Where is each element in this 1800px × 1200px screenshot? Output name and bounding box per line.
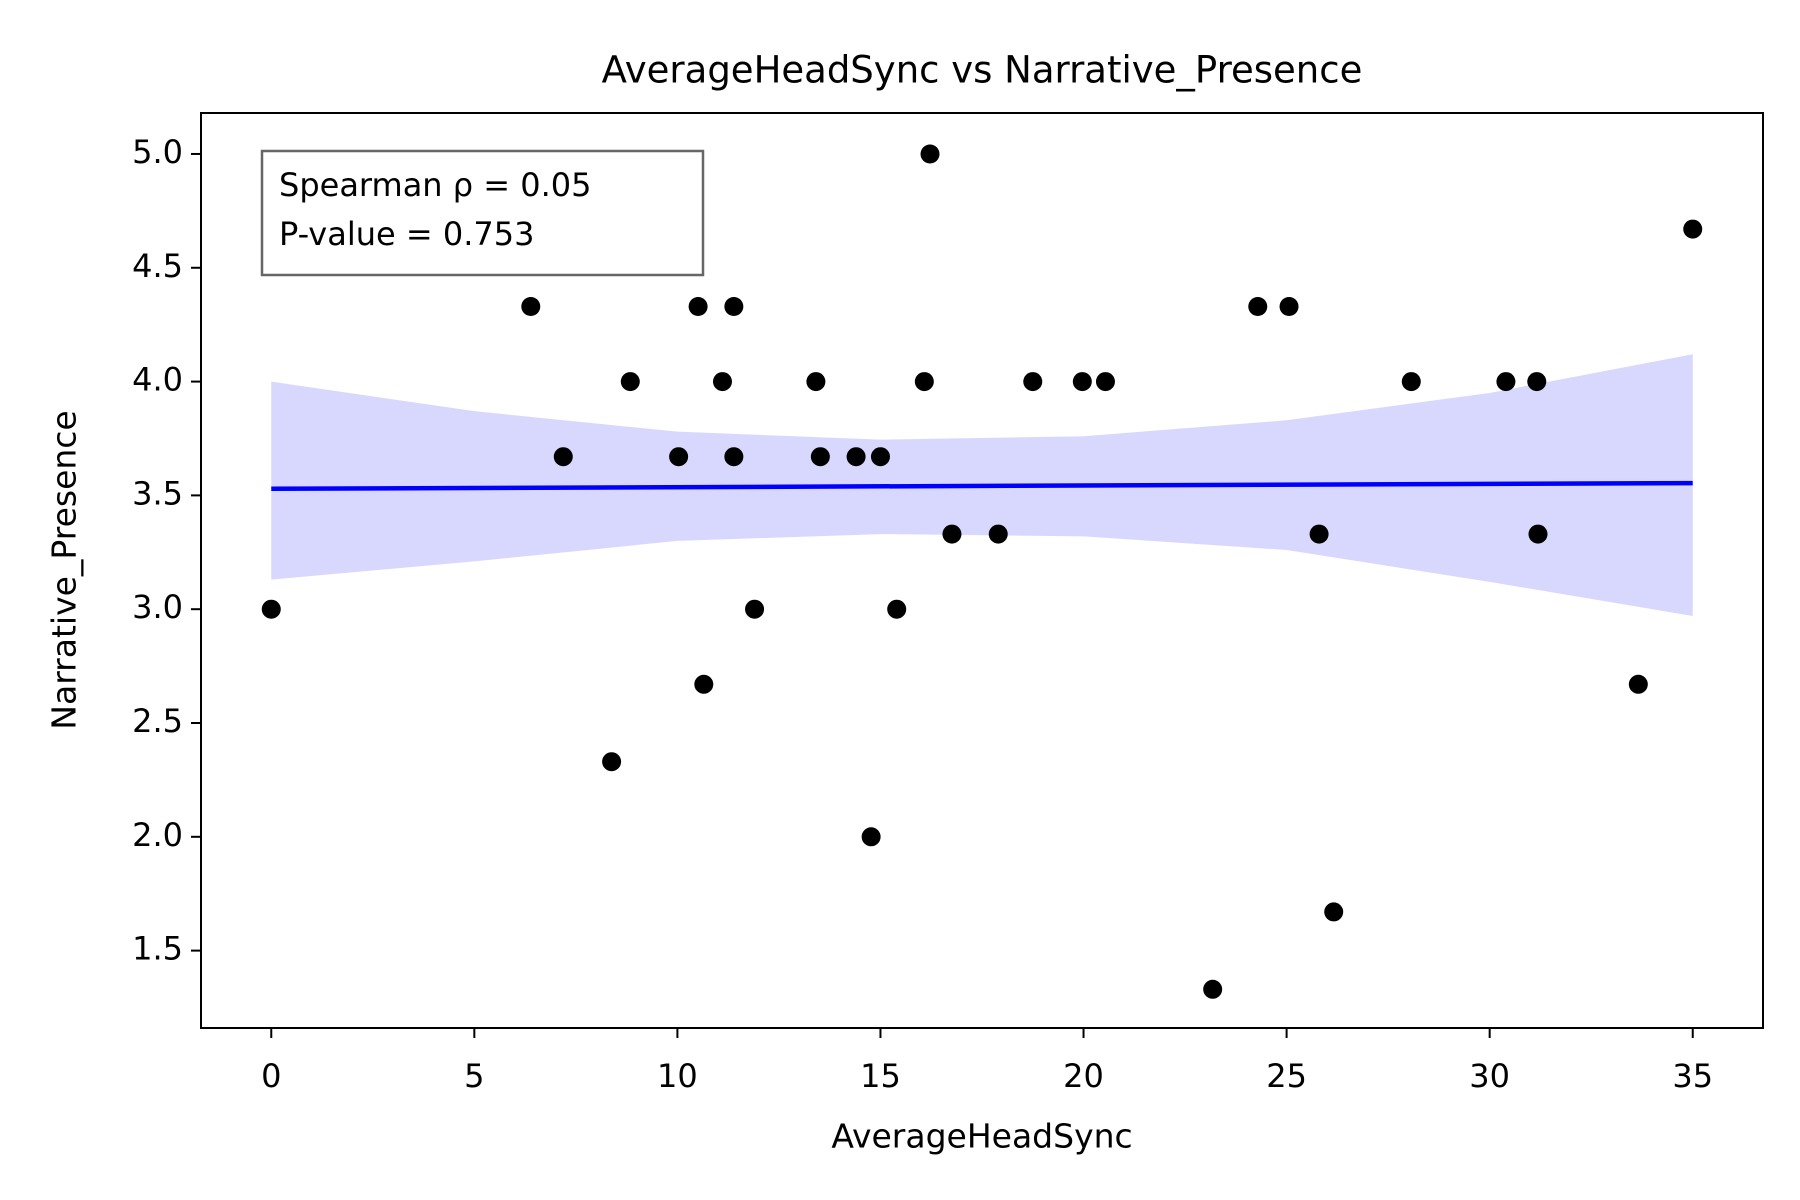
scatter-point	[745, 599, 765, 619]
scatter-point	[694, 674, 714, 694]
x-tick-label: 15	[860, 1057, 901, 1095]
x-tick-label: 20	[1063, 1057, 1104, 1095]
y-tick-label: 4.0	[132, 361, 183, 399]
annotation-box	[260, 149, 705, 277]
y-tick-label: 5.0	[132, 133, 183, 171]
scatter-point	[261, 599, 281, 619]
regression-line	[271, 480, 1693, 492]
scatter-point	[1628, 674, 1648, 694]
x-tick-label: 10	[657, 1057, 698, 1095]
scatter-point	[553, 447, 573, 467]
scatter-point	[1324, 902, 1344, 922]
scatter-point	[942, 524, 962, 544]
scatter-point	[988, 524, 1008, 544]
scatter-point	[688, 296, 708, 316]
scatter-point	[1401, 372, 1421, 392]
scatter-point	[1248, 296, 1268, 316]
scatter-point	[724, 296, 744, 316]
x-tick-label: 25	[1266, 1057, 1307, 1095]
annotation-text: Spearman ρ = 0.05	[279, 166, 591, 204]
scatter-point	[1203, 979, 1223, 999]
scatter-point	[1095, 372, 1115, 392]
scatter-point	[1072, 372, 1092, 392]
scatter-point	[1528, 524, 1548, 544]
scatter-point	[602, 752, 622, 772]
plot-frame	[200, 112, 1764, 1029]
x-tick-label: 35	[1672, 1057, 1713, 1095]
x-axis-label: AverageHeadSync	[831, 1117, 1132, 1156]
x-tick-label: 5	[464, 1057, 484, 1095]
scatter-point	[861, 827, 881, 847]
y-tick-label: 1.5	[132, 930, 183, 968]
scatter-point	[1496, 372, 1516, 392]
scatter-point	[1023, 372, 1043, 392]
x-tick-label: 0	[261, 1057, 281, 1095]
scatter-point	[810, 447, 830, 467]
scatter-point	[712, 372, 732, 392]
y-tick-label: 2.0	[132, 816, 183, 854]
scatter-point	[1279, 296, 1299, 316]
scatter-point	[1309, 524, 1329, 544]
scatter-point	[846, 447, 866, 467]
scatter-point	[1527, 372, 1547, 392]
scatter-point	[914, 372, 934, 392]
scatter-point	[620, 372, 640, 392]
y-tick-label: 3.5	[132, 474, 183, 512]
y-axis-label: Narrative_Presence	[45, 410, 84, 729]
x-tick-label: 30	[1469, 1057, 1510, 1095]
y-tick-label: 3.0	[132, 588, 183, 626]
scatter-point	[724, 447, 744, 467]
scatter-point	[806, 372, 826, 392]
chart-title: AverageHeadSync vs Narrative_Presence	[602, 49, 1363, 92]
scatter-point	[887, 599, 907, 619]
scatter-point	[1683, 219, 1703, 239]
annotation-text: P-value = 0.753	[279, 215, 534, 253]
scatter-point	[669, 447, 689, 467]
y-tick-label: 2.5	[132, 702, 183, 740]
scatter-point	[521, 296, 541, 316]
scatter-point	[920, 144, 940, 164]
y-tick-label: 4.5	[132, 247, 183, 285]
scatter-point	[870, 447, 890, 467]
